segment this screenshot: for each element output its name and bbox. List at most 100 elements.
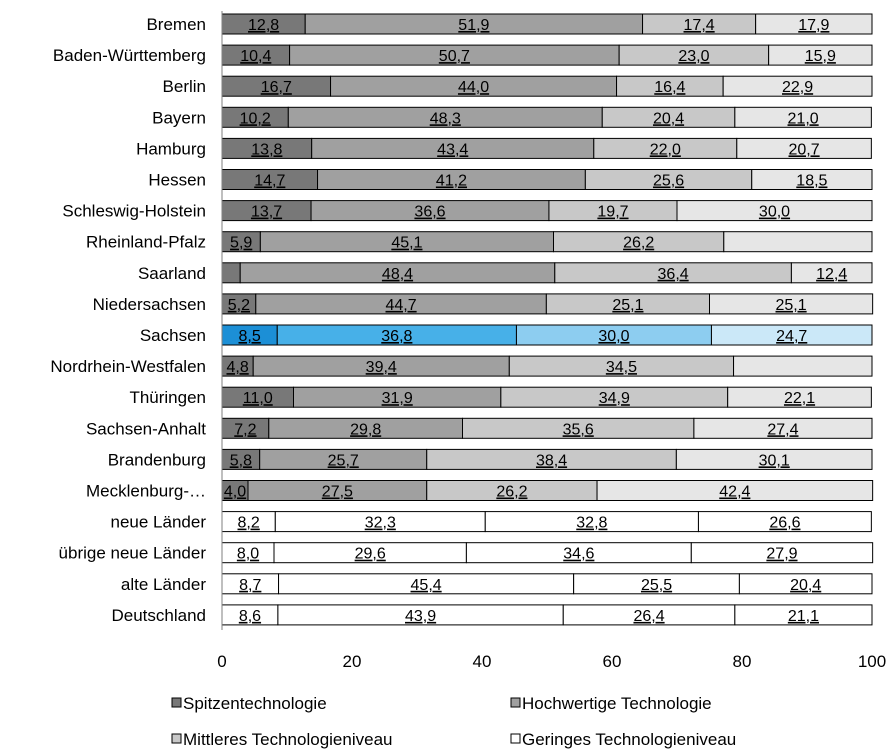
data-label: 36,8 [381, 328, 412, 345]
data-label: 18,5 [796, 173, 827, 190]
data-label: 36,4 [658, 266, 689, 283]
data-label: 43,9 [405, 608, 436, 625]
data-label: 15,9 [805, 48, 836, 65]
data-label: 34,6 [563, 546, 594, 563]
data-label: 8,6 [239, 608, 261, 625]
data-label: 20,4 [653, 110, 684, 127]
data-label: 34,5 [606, 359, 637, 376]
x-tick-label: 80 [733, 652, 752, 671]
category-label: Thüringen [129, 388, 206, 407]
data-label: 26,2 [496, 484, 527, 501]
data-label: 20,7 [789, 141, 820, 158]
data-label: 21,1 [788, 608, 819, 625]
data-label: 26,2 [623, 235, 654, 252]
data-label: 17,9 [798, 17, 829, 34]
bar-segment-4 [790, 262, 873, 284]
category-label: Berlin [163, 77, 206, 96]
category-label: Brandenburg [108, 450, 206, 469]
data-label: 26,4 [633, 608, 664, 625]
legend-swatch [171, 697, 182, 708]
data-label: 8,0 [237, 546, 259, 563]
bar-segment-4 [675, 448, 873, 470]
bar-segment-4 [768, 44, 873, 66]
data-label: 51,9 [458, 17, 489, 34]
category-label: Schleswig-Holstein [62, 202, 206, 221]
data-label: 5,9 [230, 235, 252, 252]
data-label: 32,8 [576, 515, 607, 532]
data-label: 39,4 [366, 359, 397, 376]
category-labels: Bremen Baden-Württemberg Berlin Bayern Hambu… [50, 15, 206, 625]
category-label: Baden-Württemberg [53, 46, 206, 65]
category-label: alte Länder [121, 575, 206, 594]
bar-segment-4 [693, 417, 873, 439]
bar-segment-4 [710, 324, 873, 346]
x-axis: 0 20 40 60 80 100 [217, 11, 886, 671]
category-label: Bayern [152, 108, 206, 127]
category-label: Mecklenburg-… [86, 482, 206, 501]
bar-segment-4 [596, 480, 874, 501]
data-label: 23,0 [678, 48, 709, 65]
data-label: 10,4 [240, 48, 271, 65]
bar-segment-4 [734, 106, 872, 128]
category-label: Niedersachsen [93, 295, 206, 314]
legend-label: Spitzentechnologie [183, 694, 327, 713]
data-label: 11,0 [243, 390, 273, 407]
data-label: 43,4 [437, 141, 468, 158]
x-tick-label: 0 [217, 652, 226, 671]
data-label: 27,5 [322, 484, 353, 501]
bar-segment-4 [697, 511, 872, 533]
data-label: 35,6 [563, 421, 594, 438]
data-label: 48,4 [382, 266, 413, 283]
category-label: Sachsen-Anhalt [86, 419, 206, 438]
data-label: 42,4 [719, 484, 750, 501]
data-label: 45,4 [411, 577, 442, 594]
data-label: 4,8 [226, 359, 248, 376]
bar-segment-4 [676, 200, 873, 222]
bar-segment-4 [733, 355, 873, 377]
bar-segment-4 [727, 386, 872, 408]
category-label: Rheinland-Pfalz [86, 233, 206, 252]
data-label: 44,7 [386, 297, 417, 314]
category-label: Bremen [146, 15, 206, 34]
category-label: Hamburg [136, 139, 206, 158]
bar-segment-4 [734, 604, 873, 626]
data-label: 8,5 [239, 328, 261, 345]
data-label: 30,0 [598, 328, 629, 345]
legend-swatch [171, 733, 182, 744]
data-label: 17,4 [684, 17, 715, 34]
data-label: 13,7 [251, 204, 282, 221]
legend-label: Hochwertige Technologie [522, 694, 712, 713]
category-label: Deutschland [111, 606, 206, 625]
category-label: übrige neue Länder [59, 544, 207, 563]
x-tick-label: 20 [343, 652, 362, 671]
data-label: 41,2 [436, 173, 467, 190]
x-tick-label: 60 [603, 652, 622, 671]
data-label: 27,4 [767, 421, 798, 438]
data-label: 27,9 [766, 546, 797, 563]
data-label: 12,8 [248, 17, 279, 34]
data-label: 16,4 [654, 79, 685, 96]
data-label: 25,6 [653, 173, 684, 190]
data-label: 8,2 [238, 515, 260, 532]
data-label: 44,0 [458, 79, 489, 96]
data-label: 31,9 [382, 390, 413, 407]
data-label: 7,2 [234, 421, 256, 438]
data-label: 12,4 [816, 266, 847, 283]
data-label: 25,1 [776, 297, 807, 314]
legend-swatch [510, 733, 521, 744]
data-label: 5,8 [230, 452, 252, 469]
data-label: 16,7 [261, 79, 292, 96]
data-label: 20,4 [790, 577, 821, 594]
legend: Spitzentechnologie Hochwertige Technologi… [171, 694, 736, 749]
x-tick-label: 40 [473, 652, 492, 671]
data-label: 5,2 [228, 297, 250, 314]
data-label: 26,6 [769, 515, 800, 532]
bar-segment-4 [709, 293, 874, 315]
data-label: 8,7 [239, 577, 261, 594]
data-label: 50,7 [439, 48, 470, 65]
data-label: 4,0 [224, 484, 246, 501]
bar-segment-4 [751, 169, 873, 190]
data-label: 32,3 [365, 515, 396, 532]
category-label: Saarland [138, 264, 206, 283]
